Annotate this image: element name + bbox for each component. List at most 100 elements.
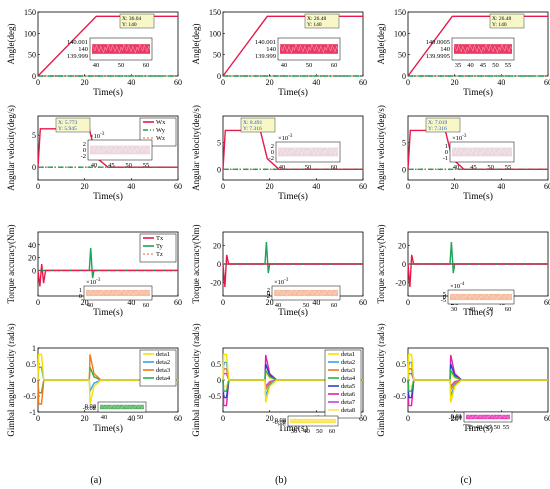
x-tick-label: 20 bbox=[451, 78, 459, 87]
inset-y-tick-label: 2 bbox=[83, 141, 86, 148]
x-tick-label: 20 bbox=[451, 414, 459, 423]
zero-marker bbox=[421, 168, 423, 171]
inset-y-tick-label: 140.001 bbox=[255, 39, 276, 46]
zero-marker bbox=[79, 75, 81, 77]
inset-x-tick-label: 30 bbox=[291, 428, 298, 435]
zero-marker bbox=[533, 263, 535, 265]
zero-marker bbox=[505, 168, 507, 171]
y-axis-label: Torque accuracy(Nm) bbox=[191, 224, 201, 303]
zero-marker bbox=[495, 263, 498, 265]
y-tick-label: 50 bbox=[213, 51, 221, 60]
zero-marker bbox=[523, 168, 526, 171]
y-tick-label: -0.5 bbox=[23, 392, 36, 401]
zero-marker bbox=[172, 269, 175, 272]
inset-x-tick-label: 30 bbox=[451, 306, 458, 313]
zero-marker bbox=[135, 166, 137, 169]
inset-y-tick-label: -0.01 bbox=[448, 415, 462, 422]
zero-marker bbox=[411, 75, 414, 77]
x-tick-label: 20 bbox=[266, 414, 274, 423]
zero-marker bbox=[320, 168, 322, 171]
zero-marker bbox=[107, 269, 109, 272]
zero-marker bbox=[329, 75, 332, 77]
data-tip: X: 36.04Y: 140 bbox=[119, 13, 155, 29]
zero-marker bbox=[254, 168, 257, 171]
x-tick-label: 0 bbox=[36, 298, 40, 307]
legend-label-deta1: deta1 bbox=[156, 351, 170, 358]
data-tip: X: 26.48Y: 140 bbox=[489, 13, 525, 29]
y-tick-label: 0 bbox=[217, 165, 221, 174]
legend-label-deta1: deta1 bbox=[341, 351, 355, 358]
x-tick-label: 0 bbox=[221, 78, 225, 87]
y-tick-label: -1 bbox=[29, 408, 36, 417]
legend-label-deta2: deta2 bbox=[341, 359, 355, 366]
zero-marker bbox=[116, 269, 119, 272]
inset-x-tick-label: 45 bbox=[480, 62, 487, 69]
zero-marker bbox=[69, 166, 72, 169]
inset-y-tick-label: 0 bbox=[83, 147, 86, 154]
chart-c1: 0 20 40 60 0 50 100 150 Time(s) Angle(deg) X: 26.4… bbox=[376, 8, 550, 98]
inset-x-tick-label: 60 bbox=[505, 306, 512, 313]
inset-noise-band bbox=[90, 145, 150, 155]
zero-marker bbox=[439, 263, 442, 265]
y-tick-label: 0 bbox=[32, 72, 36, 81]
inset-exponent: ×10-3 bbox=[90, 132, 105, 140]
y-tick-label: 5 bbox=[402, 139, 406, 148]
zero-marker bbox=[292, 168, 294, 171]
inset-exponent-power: -3 bbox=[100, 132, 105, 137]
zero-marker bbox=[486, 263, 489, 265]
inset-exponent-power: -3 bbox=[96, 278, 101, 283]
series-line-Tx bbox=[37, 263, 178, 287]
data-tip-text: Y: 7.316 bbox=[243, 126, 262, 132]
inset-noise-line bbox=[277, 147, 339, 156]
x-tick-label: 0 bbox=[36, 182, 40, 191]
data-tip-box bbox=[425, 117, 461, 133]
legend-label-deta6: deta6 bbox=[341, 391, 356, 398]
inset-y-tick-label: 5 bbox=[443, 291, 446, 298]
x-tick-label: 20 bbox=[451, 182, 459, 191]
zero-marker bbox=[97, 269, 100, 272]
inset-x-tick-label: 50 bbox=[306, 62, 313, 69]
inset-y-tick-label: -1 bbox=[443, 155, 448, 162]
y-tick-label: 5 bbox=[217, 139, 221, 148]
inset-y-tick-label: 0 bbox=[79, 293, 82, 300]
data-tip: X: 26.48Y: 140 bbox=[304, 13, 340, 29]
y-axis-label: Gimbal angular velocity (rad/s) bbox=[191, 323, 201, 436]
inset-x-tick-label: 50 bbox=[303, 302, 310, 309]
inset-b2: 20-2 40 50 60 ×10-3 bbox=[269, 134, 341, 171]
zero-marker bbox=[505, 263, 507, 265]
inset-x-tick-label: 50 bbox=[494, 424, 501, 431]
data-tip-text: Y: 140 bbox=[492, 22, 507, 28]
inset-exponent: ×10-3 bbox=[274, 278, 289, 286]
inset-noise-band bbox=[274, 289, 338, 297]
inset-noise-band bbox=[278, 147, 338, 157]
zero-marker bbox=[282, 75, 285, 77]
y-axis-label: Torque accuracy(Nm) bbox=[376, 224, 386, 303]
x-axis-label: Time(s) bbox=[278, 191, 308, 202]
zero-marker bbox=[69, 269, 72, 272]
legend-label-deta4: deta4 bbox=[341, 375, 356, 382]
zero-marker bbox=[505, 75, 507, 77]
zero-marker bbox=[245, 263, 248, 265]
data-tip-text: Y: 140 bbox=[307, 22, 322, 28]
y-tick-label: 0 bbox=[402, 260, 406, 269]
inset-x-tick-label: 40 bbox=[467, 62, 474, 69]
zero-marker bbox=[523, 263, 526, 265]
chart-b1: 0 20 40 60 0 50 100 150 Time(s) Angle(deg) X: 26.4… bbox=[191, 8, 367, 98]
data-tip-box bbox=[489, 13, 525, 29]
legend-label-deta3: deta3 bbox=[156, 367, 170, 374]
zero-marker bbox=[163, 166, 165, 169]
zero-marker bbox=[144, 166, 147, 169]
x-axis-label: Time(s) bbox=[93, 87, 123, 98]
legend-label-deta8: deta8 bbox=[341, 407, 355, 414]
zero-marker bbox=[477, 75, 479, 77]
inset-noise-line bbox=[91, 43, 151, 54]
chart-b4: 0 20 40 60 -0.5 0 0.5 Time(s) Gimbal angular vel… bbox=[191, 323, 367, 436]
inset-noise-line bbox=[289, 418, 337, 423]
x-tick-label: 0 bbox=[406, 78, 410, 87]
